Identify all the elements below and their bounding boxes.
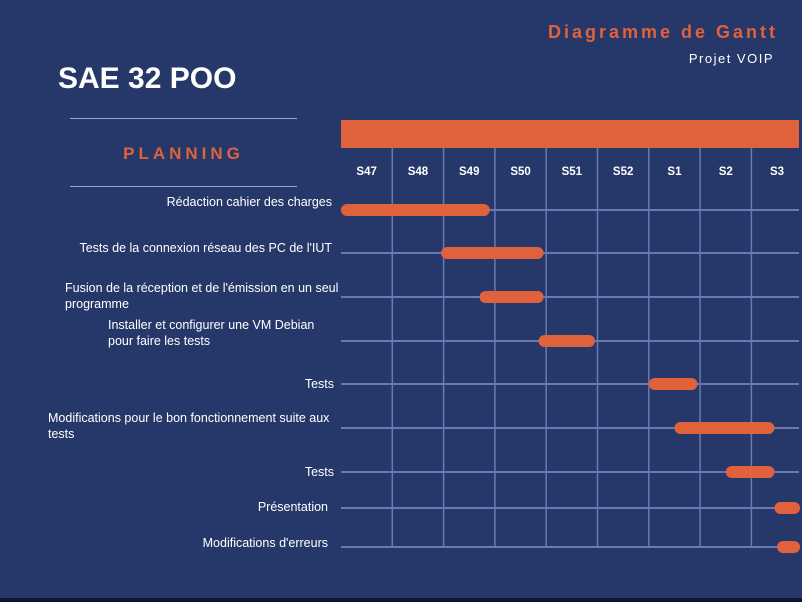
task-label: Présentation [257,500,328,514]
divider-top [70,118,297,119]
tick-label: S50 [510,166,530,178]
tick-label: S2 [719,166,733,178]
task-label: Modifications pour le bon fonctionnement… [48,411,330,441]
project-title: SAE 32 POO [58,62,237,95]
tick-label: S49 [459,166,479,178]
tick-label: S3 [770,166,784,178]
task-label: Tests de la connexion réseau des PC de l… [79,241,332,255]
header-band [341,120,799,148]
task-bar [648,378,698,390]
task-bar [441,247,544,259]
chart-title: Diagramme de Gantt [547,22,778,42]
tick-label: S52 [613,166,633,178]
task-label: Installer et configurer une VM Debian po… [108,318,315,348]
task-label: Tests [304,377,334,391]
task-bar [479,291,544,303]
task-label: Rédaction cahier des charges [166,195,332,209]
task-bar [674,422,775,434]
task-label: Modifications d'erreurs [202,536,328,550]
chart-subtitle: Projet VOIP [688,51,774,66]
tick-label: S1 [667,166,682,178]
task-bar [538,335,595,347]
task-bar [777,541,800,553]
tick-label: S47 [356,166,376,178]
task-bar [725,466,775,478]
task-bar [341,204,490,216]
task-bar [774,502,800,514]
divider-bottom [70,186,297,187]
tick-label: S51 [562,166,583,178]
task-label: Fusion de la réception et de l'émission … [65,281,339,311]
section-title: PLANNING [123,144,244,163]
task-label: Tests [304,465,334,479]
tick-label: S48 [408,166,429,178]
bottom-bar [0,598,802,602]
